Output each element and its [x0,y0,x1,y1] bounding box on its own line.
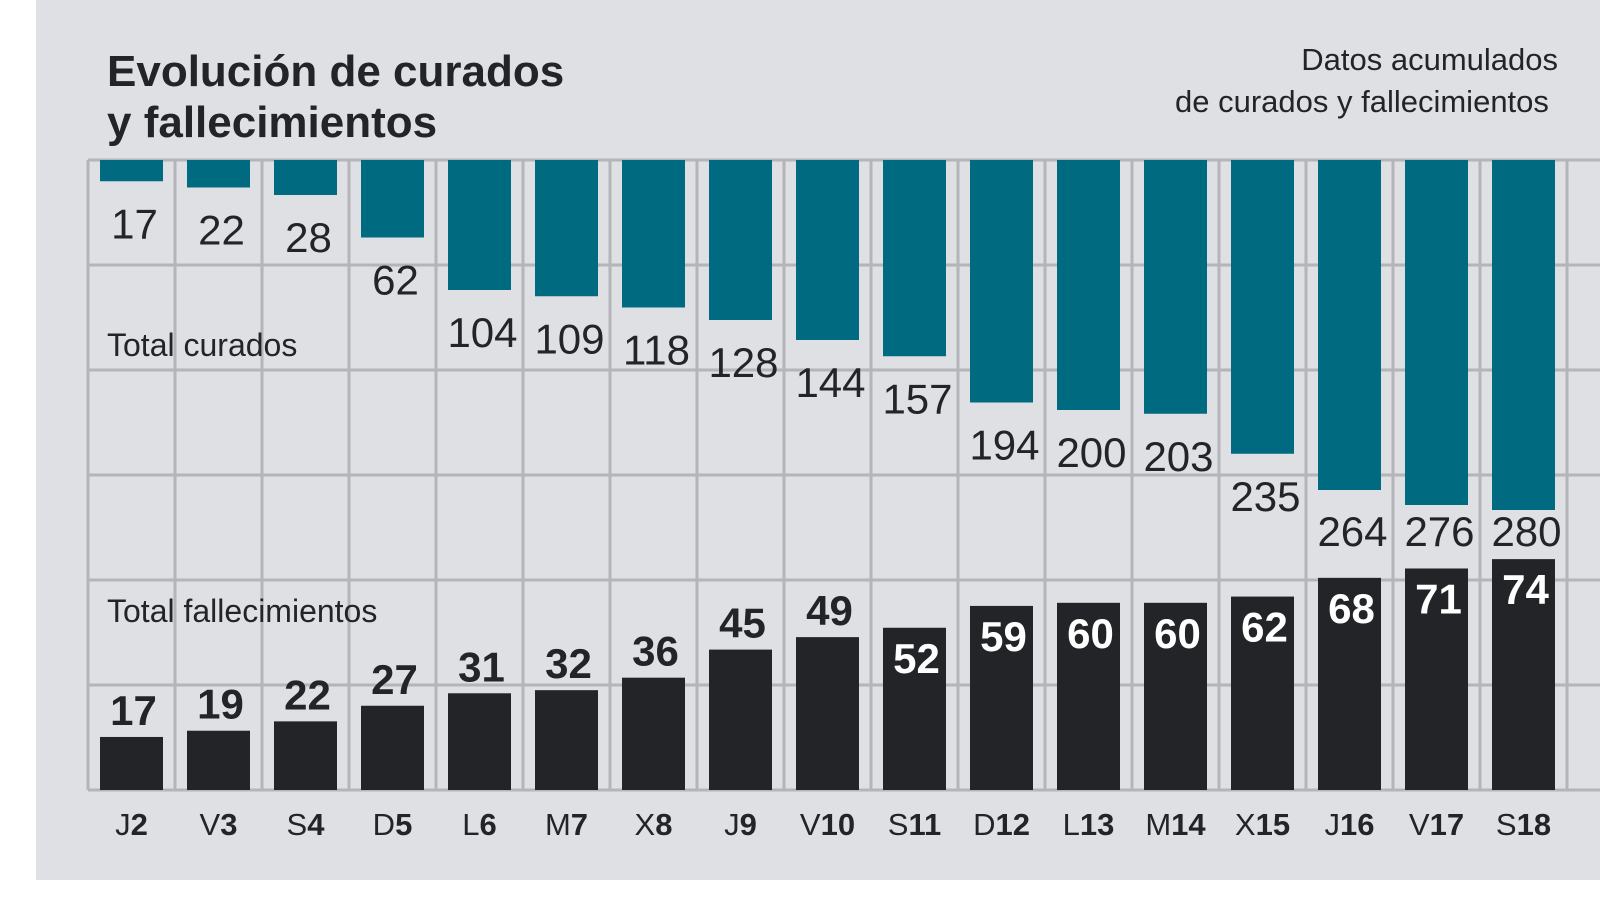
x-tick-label: J16 [1325,807,1375,842]
bar-curados [796,160,859,340]
bar-fallecimientos [1492,559,1555,790]
data-label-curados: 144 [795,359,865,406]
bar-curados [187,160,250,188]
chart-title-line-1: Evolución de curados [107,47,564,96]
x-tick-label: J2 [115,807,148,842]
data-label-fallecimientos: 74 [1502,566,1549,613]
bar-fallecimientos [1057,602,1120,790]
data-label-fallecimientos: 60 [1154,610,1201,657]
x-tick-label: M7 [545,807,588,842]
bar-curados [274,160,337,195]
subtitle-line-1: Datos acumulados [1301,42,1558,77]
bar-fallecimientos [1318,577,1381,790]
data-label-fallecimientos: 68 [1328,585,1375,632]
data-label-curados: 118 [623,327,690,374]
bar-curados [1057,160,1120,410]
bar-curados [535,160,598,297]
data-label-fallecimientos: 59 [980,613,1027,660]
data-label-curados: 157 [882,375,952,422]
data-label-curados: 280 [1491,508,1561,555]
x-tick-label: S11 [888,807,941,842]
bar-fallecimientos [187,730,250,790]
data-label-curados: 17 [111,200,158,247]
bar-curados [1318,160,1381,490]
subtitle-line-2: de curados y fallecimientos [1175,84,1549,119]
bar-curados [1492,160,1555,510]
data-label-fallecimientos: 36 [632,628,679,675]
data-label-fallecimientos: 32 [545,640,592,687]
bar-fallecimientos [622,677,685,790]
data-label-fallecimientos: 60 [1067,610,1114,657]
x-tick-label: X8 [635,807,673,842]
bar-curados [709,160,772,320]
series-label-fallecimientos: Total fallecimientos [107,593,377,629]
x-tick-label: M14 [1145,807,1206,842]
bar-curados [361,160,424,238]
bar-fallecimientos [709,649,772,790]
x-tick-label: V10 [800,807,855,842]
bar-fallecimientos [1144,602,1207,790]
data-label-curados: 28 [285,214,332,261]
data-label-fallecimientos: 22 [284,671,331,718]
bar-fallecimientos [274,721,337,790]
data-label-curados: 104 [447,309,517,356]
data-label-curados: 109 [534,315,604,362]
bar-curados [622,160,685,308]
x-tick-label: X15 [1235,807,1290,842]
data-label-curados: 264 [1317,508,1387,555]
x-tick-label: V3 [200,807,238,842]
bar-fallecimientos [448,693,511,790]
x-tick-label: S4 [287,807,326,842]
data-label-curados: 22 [198,207,245,254]
data-label-curados: 62 [372,257,419,304]
bar-fallecimientos [100,736,163,790]
x-tick-label: V17 [1409,807,1464,842]
data-label-fallecimientos: 19 [197,681,244,728]
x-tick-label: J9 [724,807,757,842]
bar-curados [1405,160,1468,505]
data-label-fallecimientos: 31 [458,643,505,690]
grid [86,158,1600,792]
data-label-curados: 276 [1404,508,1474,555]
data-label-fallecimientos: 52 [893,635,940,682]
x-tick-label: S18 [1496,807,1551,842]
x-tick-label: D12 [973,807,1030,842]
data-label-fallecimientos: 62 [1241,604,1288,651]
data-label-curados: 200 [1056,429,1126,476]
x-tick-label: L6 [462,807,497,842]
data-label-curados: 203 [1143,433,1213,480]
bar-fallecimientos [535,690,598,790]
bar-curados [883,160,946,357]
bar-curados [448,160,511,290]
data-label-fallecimientos: 17 [110,687,157,734]
bars: 17 17 J2 22 19 V3 28 22 S4 62 27 D5 104 31 L6 109 32 M7 11… [100,160,1562,842]
data-label-fallecimientos: 71 [1415,575,1462,622]
data-label-fallecimientos: 27 [371,656,418,703]
data-label-fallecimientos: 45 [719,600,766,647]
bar-curados [1144,160,1207,414]
bar-curados [970,160,1033,403]
bar-fallecimientos [883,627,946,790]
bar-fallecimientos [970,605,1033,790]
bar-fallecimientos [1231,596,1294,790]
data-label-curados: 235 [1230,473,1300,520]
data-label-curados: 128 [708,339,778,386]
data-label-curados: 194 [969,422,1039,469]
x-tick-label: D5 [373,807,413,842]
chart-title-line-2: y fallecimientos [107,98,437,147]
bar-curados [100,160,163,182]
bar-fallecimientos [1405,568,1468,790]
bar-fallecimientos [796,637,859,790]
bar-fallecimientos [361,705,424,790]
series-label-curados: Total curados [107,327,297,363]
x-tick-label: L13 [1063,807,1115,842]
bar-curados [1231,160,1294,454]
data-label-fallecimientos: 49 [806,587,853,634]
